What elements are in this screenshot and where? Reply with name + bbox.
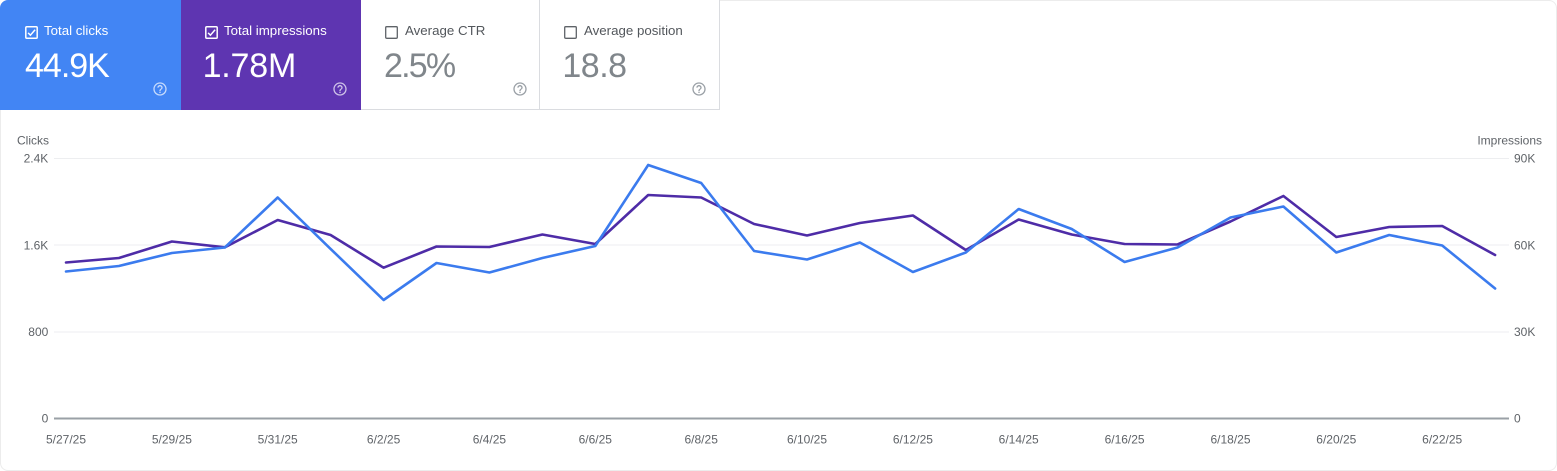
svg-text:5/29/25: 5/29/25	[152, 433, 192, 447]
svg-text:6/16/25: 6/16/25	[1105, 433, 1145, 447]
svg-text:Clicks: Clicks	[17, 133, 49, 147]
svg-text:90K: 90K	[1514, 152, 1535, 166]
svg-text:0: 0	[42, 412, 49, 426]
svg-text:6/14/25: 6/14/25	[999, 433, 1039, 447]
svg-text:5/31/25: 5/31/25	[258, 433, 298, 447]
svg-text:6/12/25: 6/12/25	[893, 433, 933, 447]
svg-text:6/4/25: 6/4/25	[473, 433, 507, 447]
svg-text:5/27/25: 5/27/25	[46, 433, 86, 447]
svg-text:6/22/25: 6/22/25	[1422, 433, 1462, 447]
svg-text:6/8/25: 6/8/25	[685, 433, 719, 447]
svg-text:60K: 60K	[1514, 238, 1535, 252]
svg-text:6/18/25: 6/18/25	[1210, 433, 1250, 447]
svg-text:800: 800	[28, 325, 48, 339]
svg-text:2.4K: 2.4K	[24, 152, 49, 166]
svg-text:1.6K: 1.6K	[24, 238, 49, 252]
svg-text:Impressions: Impressions	[1477, 134, 1542, 148]
svg-text:30K: 30K	[1514, 325, 1535, 339]
svg-text:6/20/25: 6/20/25	[1316, 433, 1356, 447]
svg-text:6/6/25: 6/6/25	[579, 433, 613, 447]
svg-text:6/2/25: 6/2/25	[367, 433, 401, 447]
svg-text:0: 0	[1514, 412, 1521, 426]
svg-text:6/10/25: 6/10/25	[787, 433, 827, 447]
